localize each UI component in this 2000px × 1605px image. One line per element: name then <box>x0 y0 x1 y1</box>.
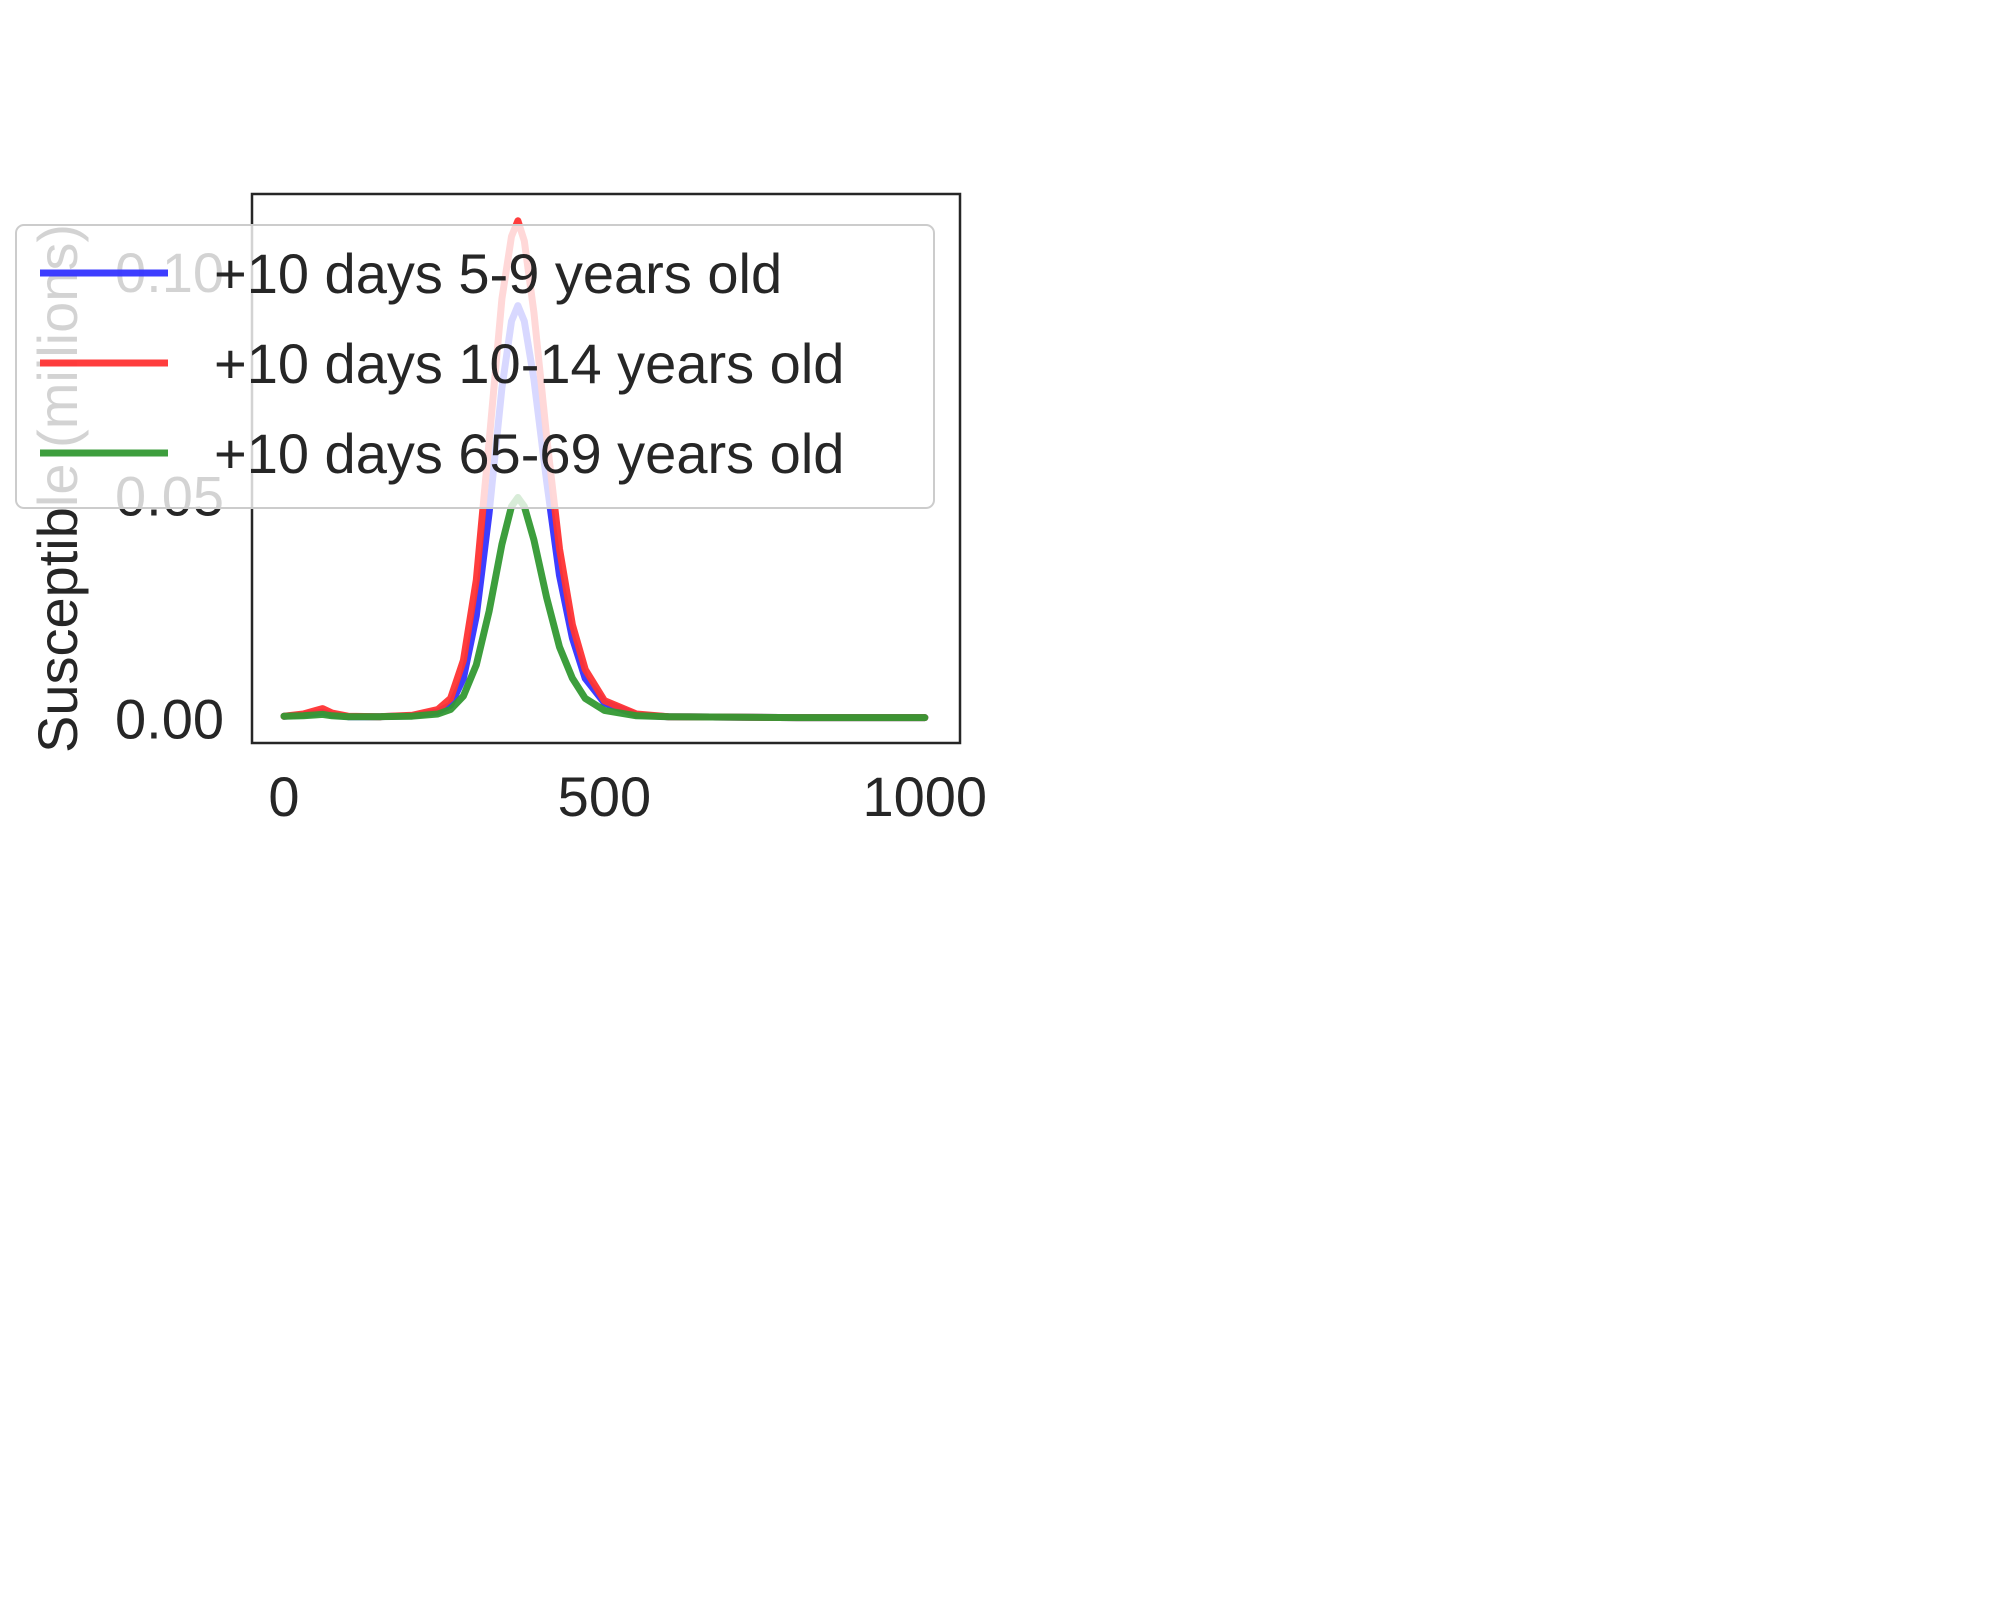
legend-label-1: +10 days 5-9 years old <box>214 242 782 305</box>
x-tick-label: 500 <box>558 765 651 828</box>
legend-entries: +10 days 5-9 years old +10 days 10-14 yea… <box>40 242 844 485</box>
series-line-3 <box>280 494 929 722</box>
x-axis-ticks: 0 500 1000 <box>268 765 987 828</box>
legend-label-3: +10 days 65-69 years old <box>214 422 844 485</box>
legend-label-2: +10 days 10-14 years old <box>214 332 844 395</box>
x-tick-label: 0 <box>268 765 299 828</box>
legend-box <box>15 224 935 509</box>
x-tick-label: 1000 <box>863 765 988 828</box>
y-tick-label: 0.00 <box>115 688 224 751</box>
legend: +10 days 5-9 years old +10 days 10-14 yea… <box>15 224 935 509</box>
